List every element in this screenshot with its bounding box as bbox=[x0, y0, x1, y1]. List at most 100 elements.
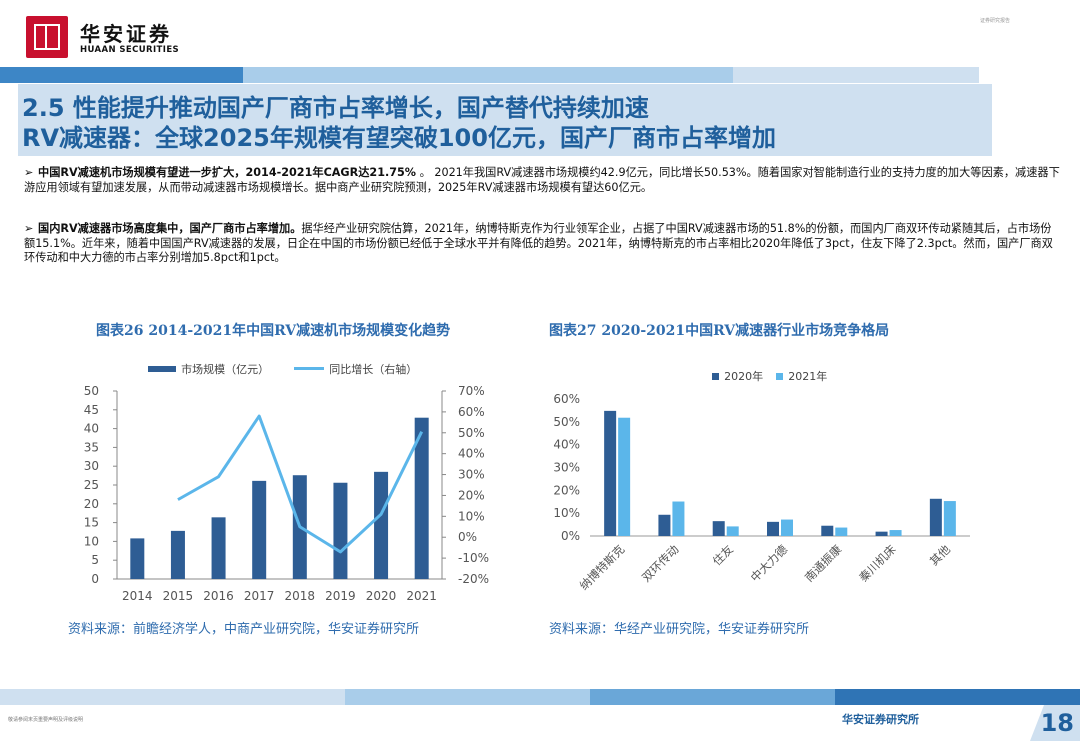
right-tick-label: 50% bbox=[458, 426, 485, 440]
bar-2021 bbox=[943, 501, 956, 536]
chart-26-source: 资料来源：前瞻经济学人，中商产业研究院，华安证券研究所 bbox=[68, 622, 420, 637]
title-background bbox=[18, 84, 992, 156]
bar-market-size bbox=[130, 538, 145, 579]
left-tick-label: 15 bbox=[84, 516, 99, 530]
left-tick-label: 0 bbox=[91, 572, 99, 586]
left-tick-label: 40 bbox=[84, 422, 99, 436]
chart-26-title: 图表26 2014-2021年中国RV减速机市场规模变化趋势 bbox=[96, 323, 451, 339]
legend-line-swatch bbox=[294, 367, 325, 370]
bar-2020 bbox=[929, 498, 942, 536]
page-number: 18 bbox=[1040, 709, 1074, 737]
right-tick-label: 40% bbox=[458, 447, 485, 461]
left-tick-label: 5 bbox=[91, 553, 99, 567]
bar-market-size bbox=[170, 530, 185, 579]
bar-2021 bbox=[781, 519, 793, 536]
left-tick-label: 25 bbox=[84, 478, 99, 492]
legend-2020-swatch bbox=[712, 373, 719, 380]
chart-26-legend: 市场规模（亿元） 同比增长（右轴） bbox=[148, 358, 417, 377]
x-tick-label: 2014 bbox=[122, 589, 153, 603]
footer-band-segment bbox=[590, 689, 835, 705]
paragraph-2-lead: 国内RV减速器市场高度集中，国产厂商市占率增加。 bbox=[38, 222, 302, 235]
y-tick-label: 60% bbox=[553, 392, 580, 406]
footer-band-segment bbox=[835, 689, 1080, 705]
y-tick-label: 20% bbox=[553, 483, 580, 497]
bar-2020 bbox=[875, 531, 888, 536]
page-number-tab: 18 bbox=[1030, 705, 1080, 741]
title-band-segment bbox=[243, 67, 733, 83]
logo-mark bbox=[26, 16, 68, 58]
section-subtitle: RV减速器：全球2025年规模有望突破100亿元，国产厂商市占率增加 bbox=[22, 124, 776, 152]
left-tick-label: 45 bbox=[84, 403, 99, 417]
chart-26-svg: 5045403530252015105070%60%50%40%30%20%10… bbox=[84, 384, 489, 603]
footer-band-segment bbox=[345, 689, 590, 705]
legend-2021-label: 2021年 bbox=[788, 370, 828, 383]
legend-line-label: 同比增长（右轴） bbox=[329, 363, 418, 376]
x-tick-label: 2020 bbox=[366, 589, 397, 603]
growth-rate-line bbox=[177, 414, 424, 554]
bar-2020 bbox=[712, 521, 725, 536]
x-tick-label: 2018 bbox=[285, 589, 316, 603]
legend-bar-label: 市场规模（亿元） bbox=[181, 363, 270, 376]
bar-market-size bbox=[414, 417, 429, 579]
bar-2021 bbox=[672, 501, 685, 536]
right-tick-label: 60% bbox=[458, 405, 485, 419]
x-category-label: 其他 bbox=[927, 542, 954, 569]
chart-27-legend: 2020年 2021年 bbox=[712, 365, 827, 384]
left-tick-label: 50 bbox=[84, 384, 99, 398]
chart-27-svg: 60% 50% 40% 30% 20% 10% 0%纳博特斯克 双环传动 住友 中大力德 南通振康秦… bbox=[553, 392, 970, 593]
left-tick-label: 35 bbox=[84, 440, 99, 454]
bar-2020 bbox=[658, 514, 671, 536]
y-tick-label: 10% bbox=[553, 506, 580, 520]
bullet-paragraph-2: ➢ 国内RV减速器市场高度集中，国产厂商市占率增加。据华经产业研究院估算，2021… bbox=[24, 222, 1060, 266]
x-tick-label: 2015 bbox=[163, 589, 194, 603]
title-band-segment bbox=[0, 67, 243, 83]
bar-2020 bbox=[767, 521, 779, 536]
legend-2021-swatch bbox=[776, 373, 784, 380]
x-tick-label: 2016 bbox=[203, 589, 234, 603]
left-tick-label: 30 bbox=[84, 459, 99, 473]
bar-market-size bbox=[333, 482, 348, 579]
chart-27-title: 图表27 2020-2021中国RV减速器行业市场竞争格局 bbox=[549, 323, 890, 339]
x-category-label: 南通振康 bbox=[802, 542, 845, 585]
y-tick-label: 30% bbox=[553, 461, 580, 475]
report-type-label: 证券研究报告 bbox=[980, 18, 1011, 24]
right-tick-label: -10% bbox=[458, 551, 489, 565]
chart-27-source: 资料来源：华经产业研究院，华安证券研究所 bbox=[549, 622, 810, 637]
bar-2020 bbox=[821, 525, 834, 536]
section-title: 2.5 性能提升推动国产厂商市占率增长，国产替代持续加速 bbox=[22, 94, 649, 122]
x-category-label: 双环传动 bbox=[639, 542, 681, 584]
bar-market-size bbox=[211, 517, 226, 579]
arrow-bullet-icon: ➢ bbox=[24, 166, 34, 179]
paragraph-2-body: 据华经产业研究院估算，2021年，纳博特斯克作为行业领军企业，占据了中国RV减速… bbox=[24, 222, 1053, 265]
x-category-label: 秦川机床 bbox=[856, 542, 899, 585]
legend-bar-swatch bbox=[148, 365, 176, 372]
right-tick-label: -20% bbox=[458, 572, 489, 586]
y-tick-label: 0% bbox=[561, 529, 580, 543]
footer-band-segment bbox=[0, 689, 345, 705]
right-tick-label: 70% bbox=[458, 384, 485, 398]
bar-2021 bbox=[618, 417, 631, 536]
y-tick-label: 50% bbox=[553, 415, 580, 429]
bar-2020 bbox=[604, 410, 617, 536]
bullet-paragraph-1: ➢ 中国RV减速机市场规模有望进一步扩大，2014-2021年CAGR达21.75… bbox=[24, 166, 1060, 195]
left-tick-label: 10 bbox=[84, 534, 99, 548]
x-category-label: 住友 bbox=[710, 542, 737, 569]
arrow-bullet-icon: ➢ bbox=[24, 222, 34, 235]
x-tick-label: 2019 bbox=[325, 589, 356, 603]
title-band-segment bbox=[733, 67, 979, 83]
x-category-label: 中大力德 bbox=[748, 542, 791, 585]
right-tick-label: 0% bbox=[458, 530, 477, 544]
logo-chinese: 华安证券 bbox=[80, 22, 172, 46]
y-tick-label: 40% bbox=[553, 438, 580, 452]
paragraph-1-lead: 中国RV减速机市场规模有望进一步扩大，2014-2021年CAGR达21.75% bbox=[38, 166, 417, 179]
right-tick-label: 30% bbox=[458, 468, 485, 482]
paragraph-1-body: 。 2021年我国RV减速器市场规模约42.9亿元，同比增长50.53%。随着国… bbox=[24, 166, 1060, 194]
bar-2021 bbox=[835, 527, 848, 536]
footer-disclaimer: 敬请参阅末页重要声明及评级说明 bbox=[8, 717, 84, 723]
bar-market-size bbox=[374, 471, 389, 579]
bar-2021 bbox=[726, 526, 739, 536]
logo-english: HUAAN SECURITIES bbox=[80, 45, 180, 55]
right-tick-label: 10% bbox=[458, 509, 485, 523]
left-tick-label: 20 bbox=[84, 497, 99, 511]
bar-2021 bbox=[889, 530, 902, 536]
